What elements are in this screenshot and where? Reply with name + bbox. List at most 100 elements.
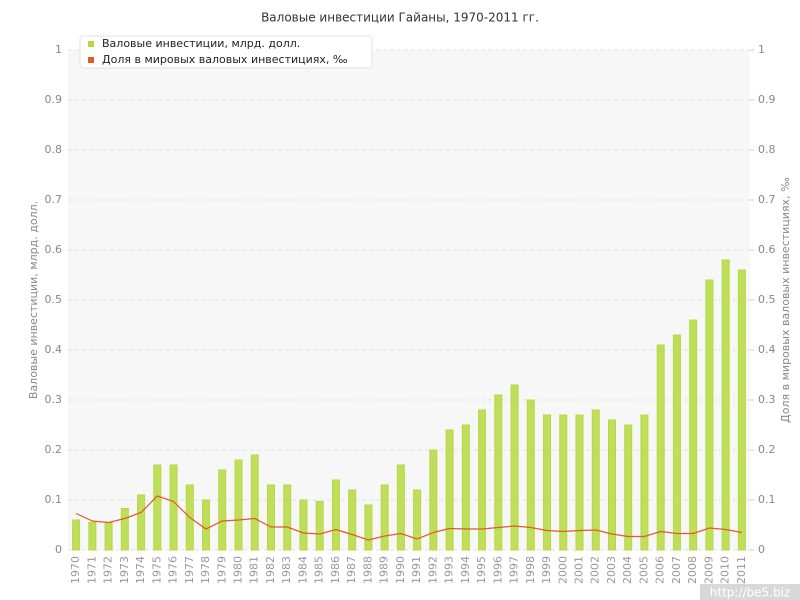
x-tick-label: 1995 [475, 556, 488, 584]
bar [705, 279, 714, 551]
x-tick-label: 2007 [670, 556, 683, 584]
bar [526, 399, 535, 551]
x-tick-label: 2002 [589, 556, 602, 584]
bar [234, 459, 243, 551]
bar [380, 484, 389, 551]
bar [656, 344, 665, 551]
bar [348, 489, 357, 551]
x-tick-label: 2010 [719, 556, 732, 584]
bar [120, 508, 129, 551]
bar [72, 519, 81, 551]
x-tick-label: 1988 [361, 556, 374, 584]
y2-tick-label: 0.4 [758, 343, 776, 356]
x-tick-label: 1977 [183, 556, 196, 584]
x-tick-label: 1983 [280, 556, 293, 584]
bar [299, 499, 308, 551]
y-axis-title: Валовые инвестиции, млрд. долл. [27, 201, 40, 399]
bar [624, 424, 633, 551]
y2-tick-label: 0.6 [758, 243, 776, 256]
bar [591, 409, 600, 551]
x-tick-label: 1996 [491, 556, 504, 584]
y2-tick-label: 0.3 [758, 393, 776, 406]
bar [429, 449, 438, 551]
y2-tick-label: 0.9 [758, 93, 776, 106]
bar [364, 504, 373, 551]
y2-tick-label: 0.7 [758, 193, 776, 206]
x-tick-label: 2000 [556, 556, 569, 584]
bar [494, 394, 503, 551]
x-tick-label: 2009 [702, 556, 715, 584]
bar [721, 259, 730, 551]
y-tick-label: 0.2 [45, 443, 63, 456]
bar [283, 484, 292, 551]
y-tick-label: 0.6 [45, 243, 63, 256]
x-tick-label: 1974 [134, 556, 147, 584]
y2-tick-label: 1 [758, 43, 765, 56]
y2-tick-label: 0.8 [758, 143, 776, 156]
x-tick-label: 1982 [264, 556, 277, 584]
x-tick-label: 2005 [637, 556, 650, 584]
bar [510, 384, 519, 551]
x-tick-label: 1979 [215, 556, 228, 584]
legend-box [79, 35, 373, 69]
y-tick-label: 0.7 [45, 193, 63, 206]
bar [689, 319, 698, 551]
bar [331, 479, 340, 551]
x-tick-label: 1976 [167, 556, 180, 584]
y2-tick-label: 0.1 [758, 493, 776, 506]
legend-swatch [88, 41, 94, 47]
watermark: http://be5.biz [710, 586, 790, 600]
x-tick-label: 2008 [686, 556, 699, 584]
y2-tick-label: 0.2 [758, 443, 776, 456]
bar [218, 469, 227, 551]
x-tick-label: 1972 [102, 556, 115, 584]
x-tick-label: 1981 [248, 556, 261, 584]
x-tick-label: 1991 [410, 556, 423, 584]
marks [72, 259, 746, 551]
x-tick-label: 1973 [118, 556, 131, 584]
x-tick-label: 1975 [150, 556, 163, 584]
bar [478, 409, 487, 551]
y-tick-label: 0.8 [45, 143, 63, 156]
x-tick-label: 2004 [621, 556, 634, 584]
x-tick-label: 1984 [296, 556, 309, 584]
bar [461, 424, 470, 551]
bar [445, 429, 454, 551]
y-tick-label: 0.1 [45, 493, 63, 506]
x-tick-label: 1985 [313, 556, 326, 584]
y2-tick-label: 0.5 [758, 293, 776, 306]
legend: Валовые инвестиции, млрд. долл. Доля в ми… [79, 35, 373, 69]
bar [559, 414, 568, 551]
y2-axis-title: Доля в мировых валовых инвестициях, ‰ [779, 177, 792, 423]
bar [607, 419, 616, 551]
bar [575, 414, 584, 551]
y-tick-label: 1 [55, 43, 62, 56]
bar [88, 522, 97, 551]
x-tick-label: 1992 [426, 556, 439, 584]
x-tick-label: 1987 [345, 556, 358, 584]
y2-tick-label: 0 [758, 543, 765, 556]
y-tick-label: 0 [55, 543, 62, 556]
x-tick-label: 1971 [85, 556, 98, 584]
x-tick-label: 2003 [605, 556, 618, 584]
y-tick-label: 0.4 [45, 343, 63, 356]
bar [315, 501, 324, 551]
x-tick-label: 1986 [329, 556, 342, 584]
bar [413, 489, 422, 551]
y-tick-label: 0.3 [45, 393, 63, 406]
bar [672, 334, 681, 551]
x-tick-label: 2011 [735, 556, 748, 584]
bar [104, 522, 113, 551]
bar [396, 464, 405, 551]
x-tick-label: 1998 [524, 556, 537, 584]
x-tick-label: 1999 [540, 556, 553, 584]
bar [266, 484, 275, 551]
legend-label: Доля в мировых валовых инвестициях, ‰ [102, 53, 348, 66]
bar [543, 414, 552, 551]
bar [202, 499, 211, 551]
legend-swatch [88, 57, 94, 63]
y-tick-label: 0.5 [45, 293, 63, 306]
x-tick-label: 1997 [508, 556, 521, 584]
y-tick-label: 0.9 [45, 93, 63, 106]
